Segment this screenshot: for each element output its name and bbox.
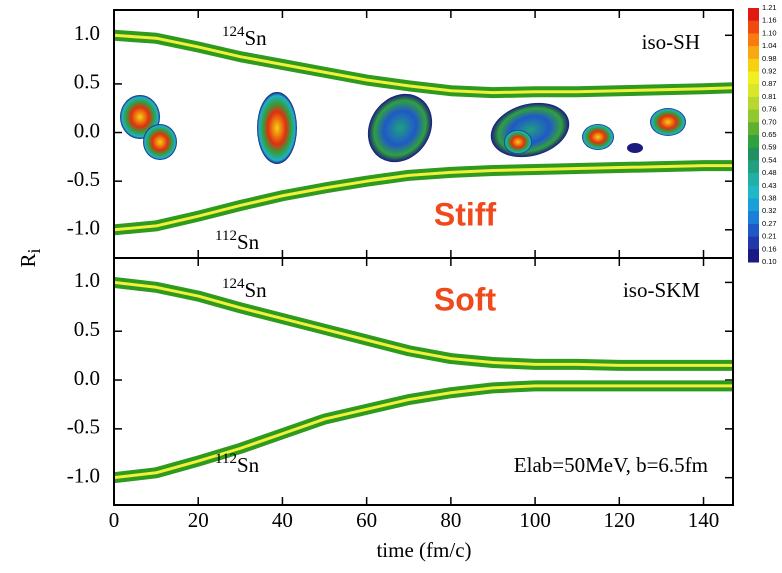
colorbar-label: 0.27 [762,219,777,228]
colorbar-label: 0.32 [762,206,777,215]
y-tick-label: 0.5 [74,317,100,341]
x-tick-label: 20 [188,508,209,532]
x-tick-label: 80 [440,508,461,532]
series-symbol: Sn [237,230,260,254]
y-tick-label: 1.0 [74,268,100,292]
plot-frame [113,257,734,506]
colorbar-cell [748,147,759,161]
colorbar-label: 1.04 [762,41,777,50]
series-mass: 112 [215,228,237,244]
y-tick-label: 1.0 [74,21,100,45]
model-label: Soft [434,281,497,317]
annotation: iso-SH [642,30,700,54]
series-symbol: Sn [245,278,268,302]
y-axis-title-sub: i [24,248,44,253]
colorbar-label: 0.59 [762,143,777,152]
colorbar-label: 1.16 [762,16,777,25]
colorbar-label: 0.38 [762,193,777,202]
colorbar-label: 0.16 [762,244,777,253]
colorbar-label: 0.87 [762,79,777,88]
x-tick-label: 140 [688,508,720,532]
series-label: 112Sn [215,228,260,253]
series-mass: 112 [215,451,237,467]
line [113,384,733,480]
colorbar-cell [748,198,759,212]
colorbar-cell [748,84,759,98]
y-tick-label: 0.5 [74,70,100,94]
colorbar-label: 0.98 [762,54,777,63]
colorbar-label: 0.70 [762,117,777,126]
line [113,164,733,232]
colorbar-cell [748,249,759,263]
colorbar-cell [748,160,759,174]
colorbar-label: 0.48 [762,168,777,177]
x-tick-label: 0 [109,508,120,532]
y-tick-label: -0.5 [67,167,100,191]
colorbar-cell [748,96,759,111]
series-mass: 124 [222,24,245,40]
annotation: iso-SKM [623,278,700,302]
colorbar-label: 0.76 [762,105,777,114]
colorbar-cell [748,109,759,123]
colorbar-cell [748,8,759,22]
colorbar-cell [748,173,759,187]
x-tick-label: 120 [604,508,636,532]
colorbar-cell [748,211,759,225]
colorbar-label: 0.21 [762,232,777,241]
x-axis-title: time (fm/c) [376,538,471,562]
colorbar-label: 1.21 [762,3,777,12]
line [113,33,734,95]
series-label: 124Sn [222,276,267,301]
y-tick-label: 0.0 [74,366,100,390]
colorbar-label: 0.43 [762,181,777,190]
colorbar-cell [748,135,759,149]
note: Elab=50MeV, b=6.5fm [514,453,708,477]
colorbar-label: 0.54 [762,155,777,164]
density-snapshots [120,92,686,164]
colorbar-label: 0.81 [762,92,777,101]
colorbar-cell [748,223,759,238]
y-tick-label: 0.0 [74,118,100,142]
series-label: 112Sn [215,451,260,476]
colorbar-cell [748,33,759,47]
colorbar-label: 0.65 [762,130,777,139]
x-tick-label: 60 [356,508,377,532]
colorbar-label: 0.10 [762,257,777,266]
band [113,29,734,99]
y-tick-label: -1.0 [67,463,100,487]
series-symbol: Sn [245,26,268,50]
colorbar-cell [748,71,759,85]
y-axis-title: Ri [16,248,44,267]
series-label: 124Sn [222,24,267,49]
x-tick-label: 100 [519,508,551,532]
y-axis-title-main: R [16,254,40,268]
colorbar-label: 0.92 [762,66,777,75]
colorbar-cell [748,58,759,72]
colorbar-cell [748,20,759,34]
colorbar-cell [748,236,759,250]
y-tick-label: -0.5 [67,415,100,439]
colorbar-label: 1.10 [762,28,777,37]
model-label: Stiff [434,196,497,232]
colorbar-cell [748,122,759,136]
colorbar-cell [748,46,759,60]
y-tick-label: -1.0 [67,216,100,240]
x-tick-label: 40 [272,508,293,532]
series-symbol: Sn [237,453,260,477]
series-mass: 124 [222,276,245,292]
colorbar-cell [748,185,759,199]
line [113,280,733,367]
